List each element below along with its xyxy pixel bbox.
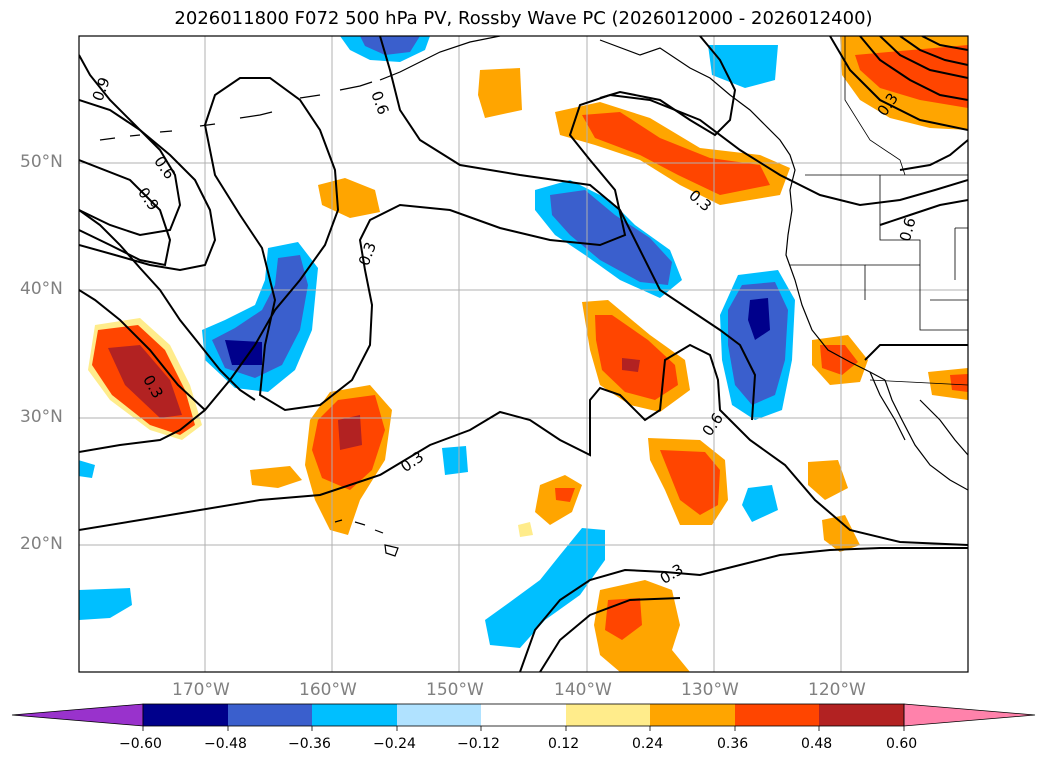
colorbar-min-extension <box>11 703 144 727</box>
anomaly-west-positive <box>88 318 202 440</box>
anomaly-north-streak-positive <box>555 102 790 205</box>
colorbar-bin <box>397 704 481 726</box>
lon-label: 140°W <box>554 680 612 700</box>
colorbar-bin <box>735 704 819 726</box>
lon-label: 160°W <box>299 680 357 700</box>
lon-label: 170°W <box>172 680 230 700</box>
colorbar-tick-label: −0.36 <box>288 736 331 752</box>
anomaly-small-positive <box>808 460 848 500</box>
colorbar-tick-label: −0.48 <box>204 736 247 752</box>
colorbar-tick-label: 0.60 <box>886 736 918 752</box>
hawaii-islands <box>334 519 399 557</box>
political-borders <box>790 36 968 386</box>
lat-label: 30°N <box>20 407 63 427</box>
map-title: 2026011800 F072 500 hPa PV, Rossby Wave … <box>174 8 873 29</box>
anomaly-subtropical-positive <box>305 385 392 535</box>
lon-label: 130°W <box>681 680 739 700</box>
colorbar-bin <box>481 704 566 726</box>
colorbar-tick-label: 0.12 <box>548 736 580 752</box>
colorbar-bin <box>228 704 312 726</box>
colorbar-bin <box>650 704 735 726</box>
colorbar-tick-label: 0.48 <box>801 736 833 752</box>
anomaly-small-negative <box>79 588 132 620</box>
anomaly-small-positive <box>518 522 533 537</box>
lat-label: 50°N <box>20 152 63 172</box>
anomaly-west-negative <box>202 242 318 392</box>
anomaly-small-positive <box>478 68 522 118</box>
lon-label: 120°W <box>808 680 866 700</box>
colorbar-bin <box>312 704 397 726</box>
colorbar-bin <box>143 704 228 726</box>
anomaly-tropical-positive <box>594 580 690 672</box>
lon-label: 150°W <box>426 680 484 700</box>
anomaly-canada-positive <box>840 36 968 130</box>
anomaly-alaska-negative <box>340 36 430 62</box>
anomaly-small-positive-core <box>555 488 575 502</box>
coastlines <box>99 36 968 491</box>
map-area: 0.9 0.6 0.9 0.6 0.3 0.3 0.6 0.3 0.3 0.3 … <box>79 36 968 672</box>
colorbar-tick-label: 0.24 <box>632 736 664 752</box>
map-frame <box>78 35 969 673</box>
anomaly-south-negative <box>485 528 605 648</box>
anomaly-small-negative <box>708 45 778 88</box>
lat-label: 20°N <box>20 534 63 554</box>
anomaly-coast-positive-core <box>820 345 858 375</box>
contour-label: 0.6 <box>896 216 920 244</box>
colorbar-tick-label: −0.24 <box>373 736 416 752</box>
anomaly-small-negative <box>79 460 95 478</box>
anomaly-mid-negative <box>535 180 682 298</box>
anomaly-small-negative <box>442 446 468 475</box>
colorbar-bin <box>819 704 904 726</box>
anomaly-coast-negative <box>720 270 795 420</box>
anomaly-small-positive <box>250 466 302 488</box>
pv-contours <box>79 36 968 672</box>
anomaly-small-positive <box>318 178 380 218</box>
anomaly-south-positive <box>648 438 728 525</box>
colorbar-tick-label: −0.12 <box>457 736 500 752</box>
colorbar-tick-label: 0.36 <box>717 736 749 752</box>
lat-label: 40°N <box>20 279 63 299</box>
colorbar-bin <box>566 704 650 726</box>
colorbar-max-extension <box>903 703 1036 727</box>
anomaly-small-negative <box>742 485 778 522</box>
colorbar-tick-label: −0.60 <box>119 736 162 752</box>
anomaly-small-positive-core <box>950 374 968 392</box>
colorbar <box>11 703 1036 731</box>
